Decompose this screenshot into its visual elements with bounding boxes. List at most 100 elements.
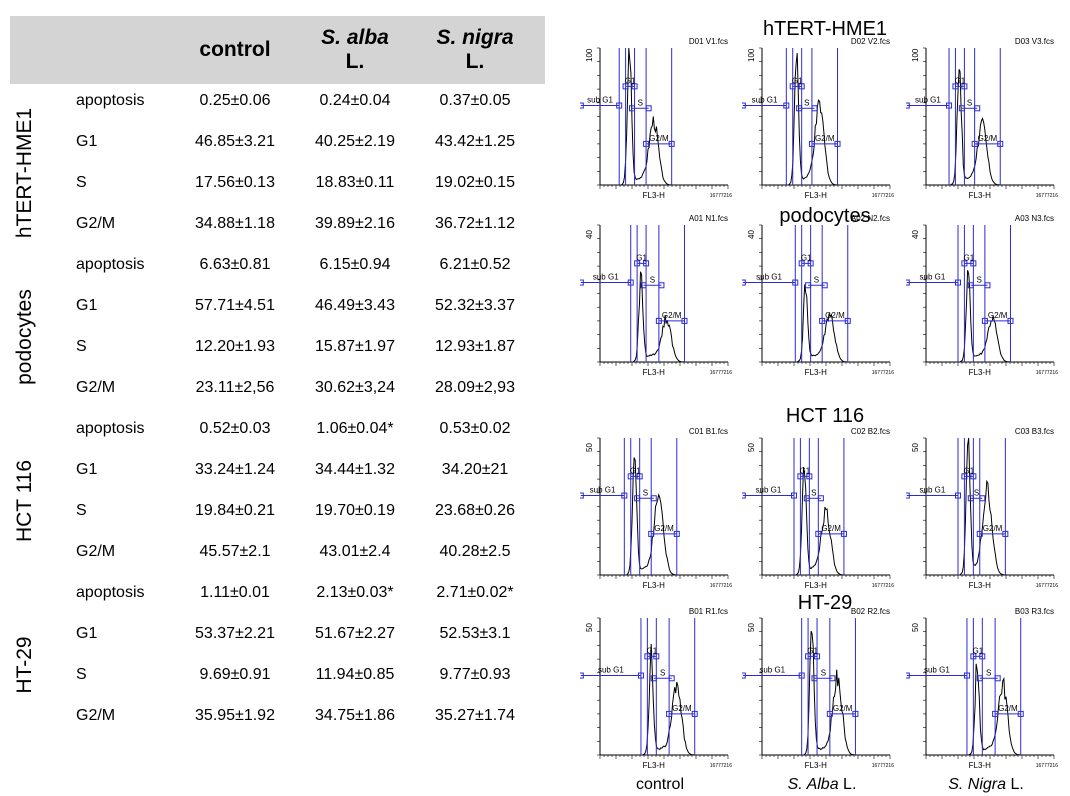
- s-gate-label: S: [986, 668, 991, 677]
- file-name-label: B03 R3.fcs: [1015, 607, 1054, 616]
- table-cell: 36.72±1.12: [435, 215, 515, 232]
- gate-handle: [807, 260, 814, 267]
- gate-handle: [637, 672, 644, 679]
- gate-handle: [979, 495, 986, 502]
- table-cell: 30.62±3,24: [315, 379, 395, 396]
- column-label-text: L.: [1006, 776, 1024, 793]
- sub-g1-gate-label: sub G1: [590, 486, 616, 495]
- table-cell: 1.06±0.04*: [316, 420, 394, 437]
- gate-handle: [658, 282, 665, 289]
- gate-handle: [852, 710, 859, 717]
- x-axis-label: FL3-H: [805, 761, 827, 770]
- row-label: G1: [76, 461, 98, 478]
- table-cell: 43.01±2.4: [319, 543, 391, 560]
- s-gate-label: S: [650, 275, 655, 284]
- gate-handle: [961, 83, 968, 90]
- plot-row-title: HT-29: [797, 592, 853, 614]
- gate-handle: [798, 672, 805, 679]
- table-cell: 35.27±1.74: [435, 707, 515, 724]
- table-cell: 19.84±0.21: [195, 502, 275, 519]
- row-label: S: [76, 502, 87, 519]
- gate-handle: [808, 140, 815, 147]
- gate-handle: [668, 675, 675, 682]
- table-cell: 0.53±0.02: [439, 420, 511, 437]
- gate-handle: [984, 282, 991, 289]
- gate-handle: [970, 653, 977, 660]
- row-label: G1: [76, 133, 98, 150]
- gate-handle: [970, 473, 977, 480]
- gate-handle: [643, 260, 650, 267]
- gate-handle: [742, 492, 746, 499]
- gate-handle: [650, 495, 657, 502]
- table-cell: 40.25±2.19: [315, 133, 395, 150]
- gate-handle: [955, 492, 961, 499]
- x-max-label: 16777216: [872, 370, 894, 376]
- y-max-label: 50: [747, 443, 756, 452]
- file-name-label: C02 B2.fcs: [851, 427, 890, 436]
- gate-handle: [955, 279, 961, 286]
- cell-cycle-table: control S. alba L. S. nigra L. apoptosis…: [10, 16, 545, 736]
- table-cell: 0.37±0.05: [439, 92, 511, 109]
- x-axis-label: FL3-H: [969, 761, 991, 770]
- g2m-gate-label: G2/M: [672, 704, 692, 713]
- table-cell: 0.24±0.04: [319, 92, 391, 109]
- gate-handle: [814, 653, 821, 660]
- histogram-plot: 40 A03 N3.fcs FL3-H 16777216 sub G1 G1 S G2/M: [906, 214, 1058, 377]
- g2m-gate-label: G2/M: [649, 134, 669, 143]
- gate-handle: [643, 140, 650, 147]
- plot-row-title: podocytes: [779, 205, 871, 227]
- gate-handle: [952, 83, 959, 90]
- gate-handle: [798, 83, 805, 90]
- gate-handle: [580, 102, 584, 109]
- column-label-text: control: [635, 776, 685, 793]
- s-gate-label: S: [804, 98, 809, 107]
- x-axis-label: FL3-H: [805, 581, 827, 590]
- gate-handle: [906, 672, 910, 679]
- file-name-label: D02 V2.fcs: [851, 37, 890, 46]
- row-label: apoptosis: [76, 92, 145, 109]
- table-cell: 12.93±1.87: [435, 338, 515, 355]
- table-cell: 19.02±0.15: [435, 174, 515, 191]
- gate-handle: [580, 492, 584, 499]
- g2m-gate-label: G2/M: [998, 704, 1018, 713]
- histogram-plot: 50 C02 B2.fcs FL3-H 16777216 sub G1 G1 S G2/M: [742, 427, 894, 590]
- y-max-label: 50: [585, 623, 594, 632]
- y-max-label: 40: [585, 230, 594, 239]
- s-gate-label: S: [660, 668, 665, 677]
- gate-handle: [976, 530, 983, 537]
- gate-handle: [636, 473, 643, 480]
- gate-handle: [634, 495, 641, 502]
- histogram-curve: [600, 457, 728, 576]
- x-max-label: 16777216: [710, 763, 732, 769]
- g1-gate-label: G1: [955, 76, 966, 85]
- histogram-plot: 40 A02 N2.fcs FL3-H 16777216 sub G1 G1 S G2/M: [742, 214, 894, 377]
- flow-cytometry-panel: hTERT-HME1 100 D01 V1.fcs FL3-H 16777216 sub …: [580, 0, 1070, 796]
- row-label: apoptosis: [76, 420, 145, 437]
- x-axis-label: FL3-H: [643, 761, 665, 770]
- histogram-curve: [600, 271, 728, 363]
- sub-g1-gate-label: sub G1: [924, 666, 950, 675]
- g2m-gate-label: G2/M: [654, 524, 674, 533]
- row-label: G2/M: [76, 543, 116, 560]
- column-label: control: [590, 776, 730, 794]
- sub-g1-gate-label: sub G1: [915, 96, 941, 105]
- gate-handle: [644, 653, 651, 660]
- group-label: HCT 116: [13, 459, 36, 543]
- s-gate-label: S: [967, 98, 972, 107]
- gate-handle: [805, 282, 812, 289]
- column-label-italic: S. Alba: [787, 776, 839, 793]
- x-axis-label: FL3-H: [805, 368, 827, 377]
- gate-handle: [819, 317, 826, 324]
- x-axis-label: FL3-H: [643, 191, 665, 200]
- y-max-label: 40: [747, 230, 756, 239]
- table-cell: 57.71±4.51: [195, 297, 275, 314]
- file-name-label: D01 V1.fcs: [689, 37, 728, 46]
- table-cell: 9.77±0.93: [439, 666, 511, 683]
- histogram-curve: [600, 643, 728, 756]
- gate-handle: [946, 102, 953, 109]
- gate-handle: [629, 105, 635, 112]
- gate-handle: [634, 260, 641, 267]
- s-gate-label: S: [821, 668, 826, 677]
- histogram-curve: [926, 663, 1054, 756]
- x-max-label: 16777216: [1036, 583, 1058, 589]
